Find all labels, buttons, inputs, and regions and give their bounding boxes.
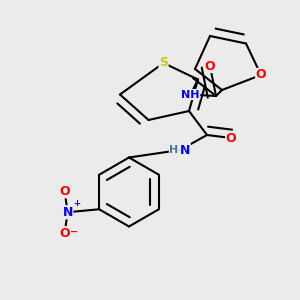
- Text: O: O: [59, 227, 70, 240]
- Text: −: −: [70, 227, 78, 237]
- Text: N: N: [180, 143, 190, 157]
- Text: NH: NH: [181, 89, 200, 100]
- Text: H: H: [169, 145, 178, 155]
- Text: S: S: [159, 56, 168, 70]
- Text: +: +: [74, 199, 81, 208]
- Text: O: O: [59, 185, 70, 198]
- Text: O: O: [256, 68, 266, 82]
- Text: O: O: [205, 59, 215, 73]
- Text: O: O: [226, 131, 236, 145]
- Text: N: N: [62, 206, 73, 219]
